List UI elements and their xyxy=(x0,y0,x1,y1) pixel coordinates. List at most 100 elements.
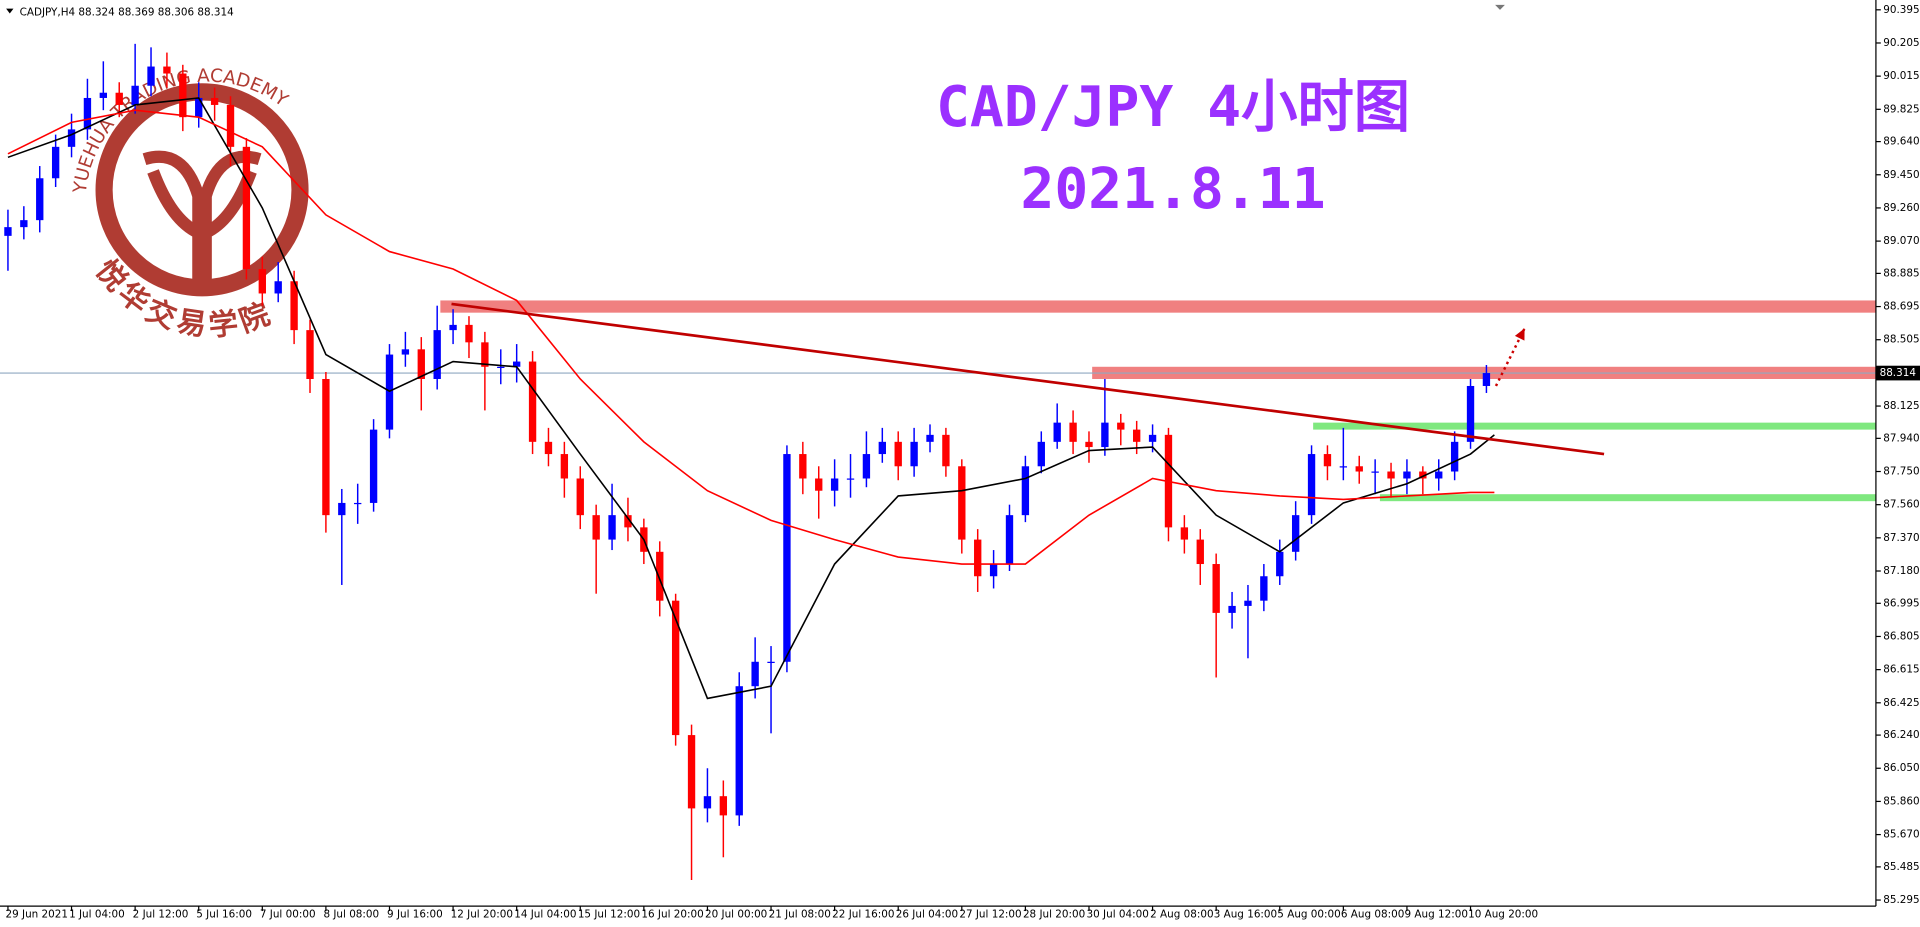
chart-subtitle: 2021.8.11 xyxy=(1020,157,1325,222)
candle-body xyxy=(608,515,616,540)
candle-body xyxy=(417,349,425,379)
candle-body xyxy=(671,600,680,736)
candle-body xyxy=(656,551,664,601)
y-tick-label: 86.050 xyxy=(1883,762,1919,774)
candle-body xyxy=(974,539,982,577)
y-tick-label: 86.805 xyxy=(1883,630,1919,642)
x-tick-label: 22 Jul 16:00 xyxy=(832,909,894,921)
candle-body xyxy=(1148,434,1157,442)
candle-body xyxy=(1085,441,1093,448)
zone xyxy=(1379,494,1876,502)
y-tick-label: 88.505 xyxy=(1883,334,1919,346)
candle-body xyxy=(846,478,855,480)
candle-body xyxy=(1450,441,1459,472)
candle-body xyxy=(274,281,282,294)
candle-body xyxy=(369,429,378,503)
y-tick-label: 88.885 xyxy=(1883,267,1919,279)
y-tick-label: 87.750 xyxy=(1883,466,1919,478)
y-tick-label: 87.560 xyxy=(1883,499,1919,511)
candle-body xyxy=(910,441,918,467)
y-tick-label: 86.240 xyxy=(1883,729,1919,741)
y-tick-label: 90.205 xyxy=(1883,37,1919,49)
x-tick-label: 9 Aug 12:00 xyxy=(1404,909,1467,921)
zone xyxy=(1313,422,1876,430)
arrow-head xyxy=(1514,328,1525,341)
candle-body xyxy=(624,515,632,528)
moving-average xyxy=(7,109,1495,565)
y-tick-label: 90.395 xyxy=(1883,4,1919,16)
current-price-label: 88.314 xyxy=(1880,367,1917,379)
candle-body xyxy=(592,515,600,540)
candle-body xyxy=(338,502,346,516)
y-tick-label: 85.485 xyxy=(1883,861,1919,873)
zones-layer xyxy=(0,300,1876,502)
x-tick-label: 7 Jul 00:00 xyxy=(260,909,316,921)
x-tick-label: 2 Jul 12:00 xyxy=(133,909,189,921)
y-tick-label: 85.670 xyxy=(1883,829,1919,841)
candle-body xyxy=(719,796,728,816)
candle-body xyxy=(210,97,219,105)
candle-body xyxy=(1307,454,1316,516)
candle-body xyxy=(544,441,553,455)
y-tick-label: 88.695 xyxy=(1883,301,1919,313)
candle-body xyxy=(481,342,489,367)
y-tick-label: 88.125 xyxy=(1883,400,1919,412)
candle-body xyxy=(1276,551,1284,577)
candle-body xyxy=(735,686,743,816)
y-tick-label: 89.825 xyxy=(1883,103,1919,115)
candle-body xyxy=(115,92,123,105)
logo-emblem xyxy=(142,150,262,294)
scroll-marker xyxy=(1495,4,1505,10)
x-tick-label: 1 Jul 04:00 xyxy=(69,909,125,921)
candle-body xyxy=(99,92,108,98)
candle-body xyxy=(687,735,696,809)
candle-body xyxy=(1482,373,1491,386)
y-tick-label: 86.615 xyxy=(1883,664,1919,676)
candle-body xyxy=(942,434,950,467)
candle-body xyxy=(878,441,886,455)
candle-body xyxy=(1180,527,1189,540)
candle-body xyxy=(1005,515,1014,565)
x-tick-label: 5 Jul 16:00 xyxy=(196,909,252,921)
candle-body xyxy=(926,434,934,442)
x-tick-label: 29 Jun 2021 xyxy=(5,909,68,921)
x-tick-label: 15 Jul 12:00 xyxy=(578,909,640,921)
x-tick-label: 20 Jul 00:00 xyxy=(705,909,767,921)
candle-body xyxy=(226,104,235,147)
candle-body xyxy=(497,366,505,369)
candle-body xyxy=(989,564,998,577)
y-tick-label: 86.425 xyxy=(1883,697,1919,709)
candle-body xyxy=(1323,454,1332,467)
header-arrow xyxy=(6,8,14,14)
candle-body xyxy=(36,178,44,221)
candle-body xyxy=(131,85,139,105)
candle-body xyxy=(1419,471,1427,479)
candle-body xyxy=(401,349,410,355)
candle-body xyxy=(1196,539,1204,565)
y-tick-label: 87.370 xyxy=(1883,532,1919,544)
candle-body xyxy=(862,454,871,479)
x-tick-label: 30 Jul 04:00 xyxy=(1087,909,1149,921)
trend-line xyxy=(451,302,1605,456)
candle-body xyxy=(783,454,791,662)
y-tick-label: 87.940 xyxy=(1883,432,1919,444)
candle-body xyxy=(195,97,203,118)
x-tick-label: 16 Jul 20:00 xyxy=(641,909,703,921)
candle-body xyxy=(449,324,457,331)
candle-body xyxy=(83,97,92,130)
candle-body xyxy=(1260,576,1268,601)
candle-body xyxy=(1133,429,1141,442)
x-tick-label: 2 Aug 08:00 xyxy=(1150,909,1213,921)
candle-body xyxy=(703,796,712,809)
candle-body xyxy=(20,220,28,228)
x-tick-label: 10 Aug 20:00 xyxy=(1468,909,1538,921)
x-tick-label: 14 Jul 04:00 xyxy=(514,909,576,921)
x-tick-label: 21 Jul 08:00 xyxy=(769,909,831,921)
candle-body xyxy=(1021,466,1030,516)
candle-body xyxy=(1371,471,1379,473)
candle-body xyxy=(1117,422,1125,430)
candle-body xyxy=(560,454,569,479)
y-tick-label: 89.070 xyxy=(1883,235,1919,247)
candle-body xyxy=(1466,385,1475,442)
